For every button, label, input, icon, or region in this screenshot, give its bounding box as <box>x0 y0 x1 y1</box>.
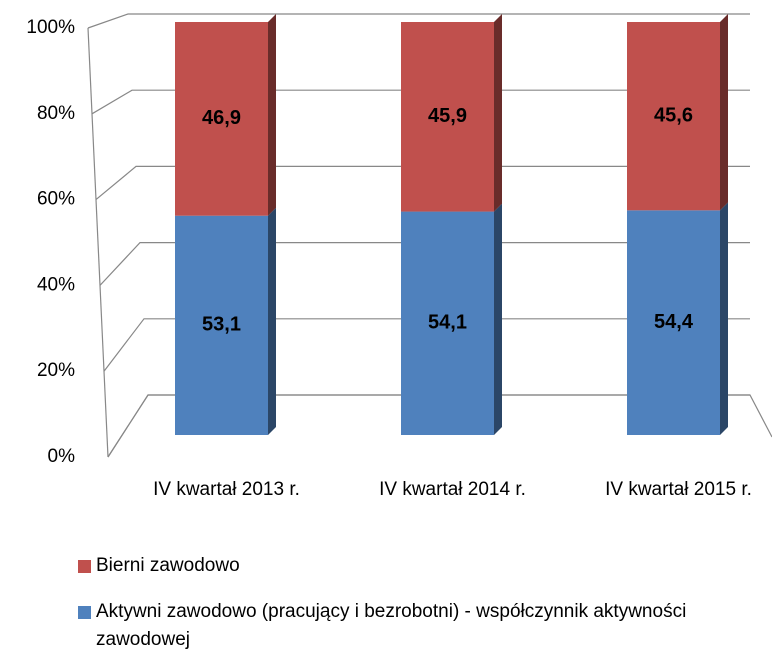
bar <box>175 22 268 216</box>
y-tick-label: 60% <box>37 189 75 210</box>
bar-side <box>268 14 276 216</box>
grid-line <box>103 318 750 372</box>
grid-line <box>87 13 750 29</box>
grid-line <box>99 242 750 286</box>
data-label: 46,9 <box>202 107 241 129</box>
legend: Bierni zawodowo Aktywni zawodowo (pracują… <box>78 552 758 671</box>
bar-side <box>494 14 502 212</box>
legend-swatch <box>78 560 91 573</box>
bar-side <box>494 203 502 435</box>
y-tick-label: 100% <box>26 17 75 38</box>
y-tick-label: 20% <box>37 360 75 381</box>
bar-side <box>720 14 728 211</box>
bar-side <box>268 207 276 435</box>
data-label: 54,4 <box>654 311 694 333</box>
y-tick-label: 0% <box>48 446 76 467</box>
grid-line <box>95 165 750 201</box>
chart: 0% 20% 40% 60% 80% 100% 53,1 46,9 IV kwartał 201… <box>26 13 772 500</box>
y-tick-label: 80% <box>37 103 75 124</box>
bar <box>627 210 720 435</box>
grid-line <box>107 394 750 458</box>
legend-label: Bierni zawodowo <box>96 555 240 576</box>
data-label: 45,9 <box>428 105 467 127</box>
bar-side <box>720 202 728 435</box>
y-axis <box>87 27 109 458</box>
legend-item: Bierni zawodowo <box>78 552 758 580</box>
bar <box>175 215 268 435</box>
grid-line <box>91 89 750 115</box>
x-tick-label: IV kwartał 2013 r. <box>153 479 300 500</box>
legend-item: Aktywni zawodowo (pracujący i bezrobotni… <box>78 598 758 654</box>
bar <box>627 22 720 211</box>
x-tick-label: IV kwartał 2014 r. <box>379 479 526 500</box>
data-label: 53,1 <box>202 314 241 336</box>
y-tick-label: 40% <box>37 274 75 295</box>
bar <box>401 22 494 212</box>
legend-swatch <box>78 606 91 619</box>
data-label: 45,6 <box>654 104 693 126</box>
legend-label: Aktywni zawodowo (pracujący i bezrobotni… <box>96 601 687 650</box>
bar <box>401 211 494 435</box>
data-label: 54,1 <box>428 312 467 334</box>
x-tick-label: IV kwartał 2015 r. <box>605 479 752 500</box>
